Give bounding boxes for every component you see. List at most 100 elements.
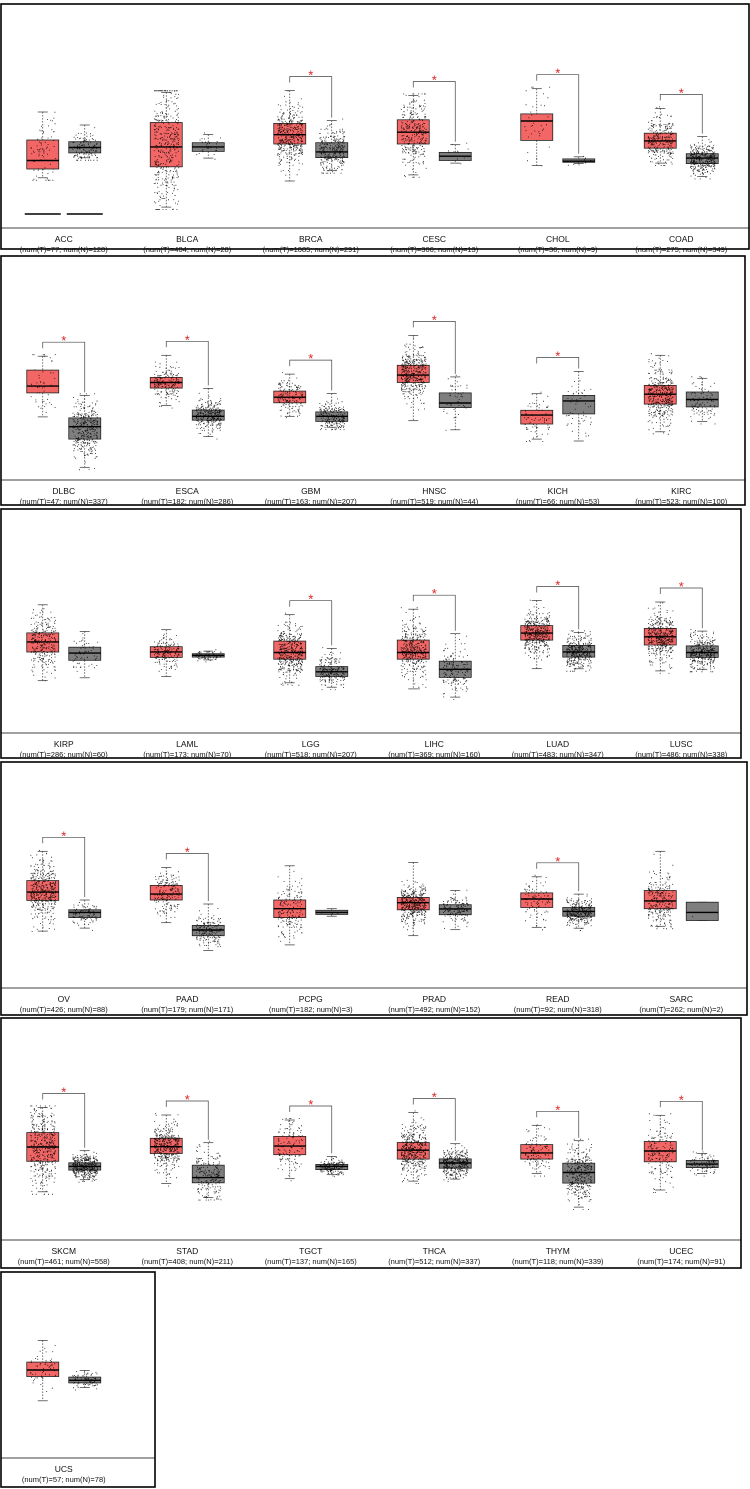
cancer-skcm: * SKCM(num(T)=461; num(N)=558)	[18, 1085, 111, 1267]
significance-bracket	[536, 357, 580, 369]
tumor-points	[277, 612, 304, 686]
tumor-box	[273, 612, 307, 686]
cancer-label: LGG	[302, 739, 320, 749]
significance-bracket	[659, 1100, 703, 1151]
normal-points	[442, 1145, 469, 1182]
tumor-box	[643, 106, 677, 166]
significance-bracket	[412, 321, 456, 374]
significance-star: *	[555, 1102, 560, 1117]
sample-count-label: (num(T)=404; num(N)=28)	[143, 245, 231, 254]
cancer-prad: PRAD(num(T)=492; num(N)=152)	[388, 862, 481, 1014]
cancer-ucs: UCS(num(T)=57; num(N)=78)	[22, 1340, 106, 1484]
significance-bracket	[536, 862, 580, 892]
tumor-box	[396, 1110, 430, 1184]
significance-bracket	[165, 853, 209, 901]
cancer-label: SARC	[669, 994, 693, 1004]
tumor-points	[647, 106, 674, 166]
sample-count-label: (num(T)=492; num(N)=152)	[388, 1005, 481, 1014]
normal-points	[692, 911, 697, 917]
tumor-iqr-box	[520, 1144, 554, 1160]
cancer-label: ESCA	[176, 486, 199, 496]
normal-box	[315, 1156, 349, 1178]
tumor-box	[396, 607, 430, 690]
tumor-points	[647, 353, 674, 435]
tumor-iqr-box	[26, 369, 60, 394]
normal-points	[690, 376, 716, 425]
tumor-box	[273, 90, 307, 182]
sample-count-label: (num(T)=519; num(N)=44)	[390, 497, 478, 506]
tumor-points	[153, 633, 180, 672]
panel-frame	[0, 3, 750, 250]
normal-box	[438, 1143, 472, 1182]
cancer-stad: * STAD(num(T)=408; num(N)=211)	[141, 1092, 233, 1266]
cancer-label: THYM	[546, 1246, 570, 1256]
normal-box	[315, 908, 349, 917]
tumor-box	[396, 93, 430, 178]
cancer-read: * READ(num(T)=92; num(N)=318)	[514, 854, 602, 1014]
cancer-tgct: * TGCT(num(T)=137; num(N)=165)	[265, 1097, 358, 1266]
panel-frame	[0, 508, 742, 759]
sample-count-label: (num(T)=483; num(N)=347)	[512, 750, 605, 759]
tumor-iqr-box	[26, 139, 60, 170]
significance-bracket	[536, 74, 580, 154]
significance-star: *	[679, 579, 684, 594]
normal-box	[315, 118, 349, 174]
tumor-box	[149, 629, 183, 677]
cancer-hnsc: * HNSC(num(T)=519; num(N)=44)	[390, 312, 478, 506]
normal-box	[315, 393, 349, 431]
cancer-esca: * ESCA(num(T)=182; num(N)=286)	[141, 332, 234, 506]
cancer-label: DLBC	[52, 486, 75, 496]
cancer-lihc: * LIHC(num(T)=369; num(N)=160)	[388, 586, 481, 759]
significance-star: *	[555, 349, 560, 364]
cancer-label: HNSC	[422, 486, 446, 496]
cancer-kirp: KIRP(num(T)=286; num(N)=60)	[20, 604, 108, 759]
significance-star: *	[185, 332, 190, 347]
normal-points	[72, 393, 99, 471]
normal-box	[68, 124, 102, 161]
normal-points	[689, 629, 716, 673]
normal-box	[68, 1150, 102, 1183]
cancer-label: LUAD	[546, 739, 569, 749]
cancer-ov: * OV(num(T)=426; num(N)=88)	[20, 828, 108, 1014]
cancer-brca: * BRCA(num(T)=1085; num(N)=291)	[263, 68, 360, 254]
normal-points	[319, 118, 346, 174]
cancer-label: KIRP	[54, 739, 74, 749]
panel-row-1: *DLBC(num(T)=47; num(N)=337)*ESCA(num(T)…	[0, 255, 746, 506]
sample-count-label: (num(T)=523; num(N)=100)	[635, 497, 728, 506]
cancer-chol: * CHOL(num(T)=36; num(N)=9)	[518, 66, 598, 254]
tumor-box	[520, 86, 554, 167]
normal-box	[191, 388, 225, 440]
normal-box	[685, 376, 719, 425]
cancer-label: GBM	[301, 486, 320, 496]
tumor-box	[520, 874, 554, 931]
normal-iqr-box	[315, 142, 349, 158]
normal-iqr-box	[68, 417, 102, 440]
normal-iqr-box	[438, 904, 472, 916]
tumor-box	[643, 850, 677, 930]
significance-bracket	[165, 1100, 209, 1140]
cancer-coad: * COAD(num(T)=275; num(N)=349)	[635, 85, 728, 254]
significance-star: *	[432, 312, 437, 327]
tumor-box	[396, 335, 430, 422]
sample-count-label: (num(T)=408; num(N)=211)	[141, 1257, 233, 1266]
sample-count-label: (num(T)=512; num(N)=337)	[388, 1257, 481, 1266]
normal-box	[685, 136, 719, 180]
sample-count-label: (num(T)=118; num(N)=339)	[512, 1257, 604, 1266]
cancer-thca: * THCA(num(T)=512; num(N)=337)	[388, 1090, 481, 1267]
normal-box	[68, 393, 102, 471]
normal-points	[196, 908, 222, 948]
tumor-points	[277, 1118, 303, 1182]
normal-box	[191, 1140, 225, 1201]
normal-points	[72, 1371, 98, 1391]
significance-star: *	[308, 1097, 313, 1112]
normal-points	[72, 1151, 99, 1183]
significance-star: *	[432, 1090, 437, 1105]
panel-frame	[0, 1271, 156, 1488]
panel-row-2: KIRP(num(T)=286; num(N)=60) LAML(num(T)=1…	[0, 508, 742, 759]
cancer-label: PRAD	[422, 994, 446, 1004]
normal-box	[68, 899, 102, 931]
tumor-box	[273, 1118, 307, 1182]
cancer-gbm: * GBM(num(T)=163; num(N)=207)	[265, 351, 358, 506]
